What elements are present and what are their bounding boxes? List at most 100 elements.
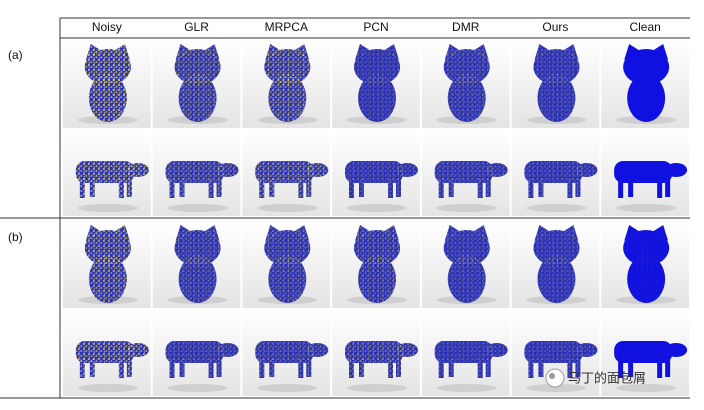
point-cloud-noise — [396, 163, 418, 177]
point-cloud-noise — [538, 359, 544, 377]
point-cloud-noise — [165, 341, 224, 363]
point-cloud — [255, 341, 329, 378]
column-header: GLR — [184, 20, 209, 34]
point-cloud — [264, 225, 311, 303]
point-cloud — [533, 44, 580, 122]
point-cloud-noise — [79, 179, 85, 198]
image-shadow — [257, 384, 318, 392]
point-cloud-noise — [265, 225, 282, 241]
point-cloud — [345, 341, 418, 378]
point-cloud-noise — [575, 179, 581, 197]
image-grid — [63, 40, 689, 396]
column-header: Clean — [629, 20, 660, 34]
point-cloud-noise — [575, 163, 598, 177]
point-cloud-noise — [169, 179, 175, 198]
point-cloud-noise — [528, 179, 534, 198]
point-cloud — [165, 341, 239, 378]
point-cloud-body — [614, 161, 673, 183]
point-cloud — [354, 44, 400, 122]
image-shadow — [77, 204, 138, 212]
point-cloud-noise — [434, 341, 493, 363]
point-cloud-body — [614, 341, 673, 363]
point-cloud — [264, 44, 311, 122]
point-cloud-noise — [293, 225, 310, 241]
point-cloud-noise — [174, 230, 221, 266]
point-cloud-noise — [118, 359, 124, 378]
point-cloud-noise — [349, 179, 354, 198]
point-cloud — [345, 161, 418, 198]
point-cloud-noise — [444, 225, 461, 241]
point-cloud-noise — [434, 161, 493, 183]
point-cloud-noise — [383, 225, 399, 241]
point-cloud-noise — [444, 44, 461, 60]
point-cloud-noise — [269, 179, 275, 197]
point-cloud-noise — [216, 163, 239, 177]
image-shadow — [436, 204, 497, 212]
point-cloud-noise — [567, 359, 573, 378]
point-cloud-noise — [306, 359, 312, 377]
point-cloud-body — [628, 359, 634, 377]
point-cloud-noise — [179, 359, 185, 377]
point-cloud-noise — [562, 44, 579, 60]
image-shadow — [347, 384, 407, 392]
point-cloud-noise — [175, 225, 192, 241]
point-cloud-noise — [652, 225, 669, 241]
point-cloud-noise — [524, 341, 583, 363]
point-cloud-noise — [88, 255, 127, 303]
point-cloud-noise — [472, 225, 489, 241]
point-cloud — [165, 161, 239, 198]
point-cloud — [443, 225, 490, 303]
point-cloud-noise — [627, 255, 666, 303]
point-cloud-noise — [657, 359, 662, 378]
point-cloud — [174, 225, 221, 303]
point-cloud — [614, 341, 688, 378]
point-cloud-body — [665, 343, 688, 357]
point-cloud-noise — [178, 74, 217, 122]
point-cloud — [174, 44, 221, 122]
column-header: Noisy — [92, 20, 122, 34]
point-cloud — [84, 44, 131, 122]
point-cloud-body — [657, 179, 663, 198]
point-cloud-noise — [448, 359, 454, 377]
point-cloud-noise — [388, 179, 393, 198]
point-cloud-noise — [533, 49, 580, 85]
point-cloud-noise — [118, 179, 124, 198]
point-cloud-noise — [443, 49, 490, 85]
point-cloud-noise — [85, 225, 102, 241]
point-cloud-noise — [485, 179, 491, 197]
image-shadow — [77, 384, 138, 392]
column-header: PCN — [363, 20, 388, 34]
point-cloud-noise — [216, 343, 239, 357]
point-cloud-noise — [306, 163, 329, 177]
point-cloud — [524, 161, 598, 198]
point-cloud — [255, 161, 329, 198]
point-cloud-noise — [126, 163, 149, 177]
point-cloud-noise — [85, 44, 102, 60]
point-cloud-noise — [165, 161, 224, 183]
point-cloud-noise — [203, 44, 220, 60]
point-cloud-noise — [113, 225, 130, 241]
point-cloud-noise — [175, 44, 192, 60]
point-cloud-noise — [665, 359, 670, 377]
point-cloud-noise — [84, 49, 131, 85]
point-cloud-noise — [537, 255, 576, 303]
point-cloud-noise — [259, 179, 265, 198]
point-cloud-body — [623, 49, 670, 85]
column-header: MRPCA — [265, 20, 308, 34]
point-cloud-noise — [349, 359, 354, 378]
point-cloud — [354, 225, 400, 303]
point-cloud-noise — [88, 74, 127, 122]
point-cloud-noise — [538, 179, 544, 197]
point-cloud-noise — [216, 359, 222, 377]
point-cloud-noise — [443, 230, 490, 266]
point-cloud-noise — [575, 343, 598, 357]
image-shadow — [616, 204, 677, 212]
image-shadow — [526, 384, 587, 392]
point-cloud-noise — [354, 230, 400, 266]
point-cloud-noise — [89, 359, 95, 377]
point-cloud-noise — [255, 341, 314, 363]
image-shadow — [257, 204, 318, 212]
point-cloud-noise — [624, 225, 641, 241]
point-cloud-noise — [396, 179, 401, 197]
